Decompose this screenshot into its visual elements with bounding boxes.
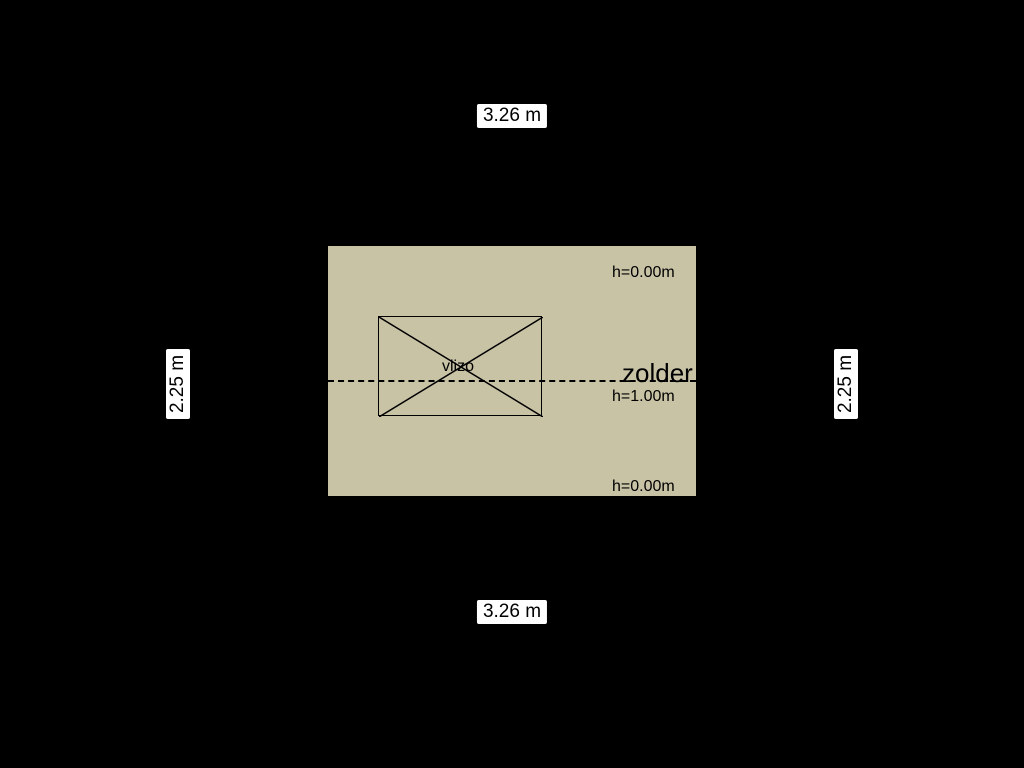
dimension-bottom: 3.26 m bbox=[477, 600, 547, 624]
hatch-label: vlizo bbox=[442, 358, 474, 376]
height-label-bottom: h=0.00m bbox=[612, 478, 675, 496]
dimension-right: 2.25 m bbox=[834, 349, 858, 419]
dimension-left: 2.25 m bbox=[166, 349, 190, 419]
height-label-mid: h=1.00m bbox=[612, 388, 675, 406]
dimension-top: 3.26 m bbox=[477, 104, 547, 128]
height-label-top: h=0.00m bbox=[612, 264, 675, 282]
floorplan-canvas: 3.26 m 3.26 m 2.25 m 2.25 m zolder vlizo… bbox=[0, 0, 1024, 768]
room-name-label: zolder bbox=[622, 358, 693, 389]
